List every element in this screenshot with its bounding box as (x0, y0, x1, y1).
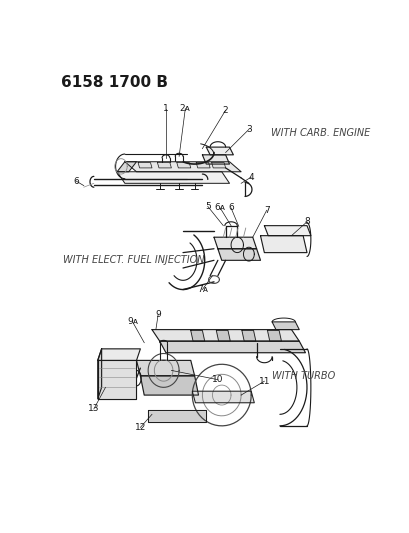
Text: 6158 1700 B: 6158 1700 B (61, 75, 167, 90)
Text: 8: 8 (303, 217, 309, 227)
Text: 11: 11 (258, 377, 270, 386)
Polygon shape (211, 163, 225, 168)
Polygon shape (97, 360, 136, 399)
Polygon shape (196, 163, 210, 168)
Text: 9ᴀ: 9ᴀ (127, 318, 138, 326)
Polygon shape (148, 410, 206, 422)
Polygon shape (152, 329, 299, 341)
Text: 4: 4 (248, 173, 254, 182)
Polygon shape (217, 249, 260, 260)
Polygon shape (97, 349, 140, 360)
Text: 12: 12 (135, 423, 146, 432)
Polygon shape (241, 330, 255, 341)
Polygon shape (157, 163, 171, 168)
Polygon shape (213, 237, 256, 249)
Polygon shape (264, 225, 310, 236)
Polygon shape (117, 172, 229, 183)
Text: WITH TURBO: WITH TURBO (272, 371, 335, 381)
Text: 7ᴀ: 7ᴀ (196, 285, 207, 294)
Text: WITH CARB. ENGINE: WITH CARB. ENGINE (270, 128, 369, 138)
Text: 7: 7 (263, 206, 269, 215)
Text: 6ᴀ: 6ᴀ (214, 204, 225, 213)
Polygon shape (202, 155, 229, 164)
Polygon shape (136, 360, 194, 376)
Polygon shape (192, 391, 254, 403)
Polygon shape (206, 147, 233, 155)
Polygon shape (97, 349, 101, 399)
Text: 3: 3 (245, 125, 251, 134)
Polygon shape (176, 163, 190, 168)
Polygon shape (138, 163, 152, 168)
Text: 1: 1 (163, 104, 169, 113)
Text: 13: 13 (88, 405, 99, 414)
Polygon shape (117, 161, 136, 172)
Text: 10: 10 (211, 375, 223, 384)
Text: 6: 6 (228, 204, 234, 213)
Text: WITH ELECT. FUEL INJECTION: WITH ELECT. FUEL INJECTION (63, 255, 204, 265)
Text: 2: 2 (222, 106, 228, 115)
Text: 6: 6 (73, 176, 79, 185)
Text: 9: 9 (155, 310, 161, 319)
Polygon shape (272, 322, 299, 329)
Polygon shape (216, 330, 230, 341)
Polygon shape (125, 161, 240, 172)
Polygon shape (267, 330, 281, 341)
Text: 2ᴀ: 2ᴀ (180, 104, 190, 113)
Polygon shape (140, 376, 198, 395)
Polygon shape (190, 330, 204, 341)
Text: 5: 5 (204, 202, 210, 211)
Polygon shape (260, 236, 306, 253)
Polygon shape (160, 341, 305, 353)
